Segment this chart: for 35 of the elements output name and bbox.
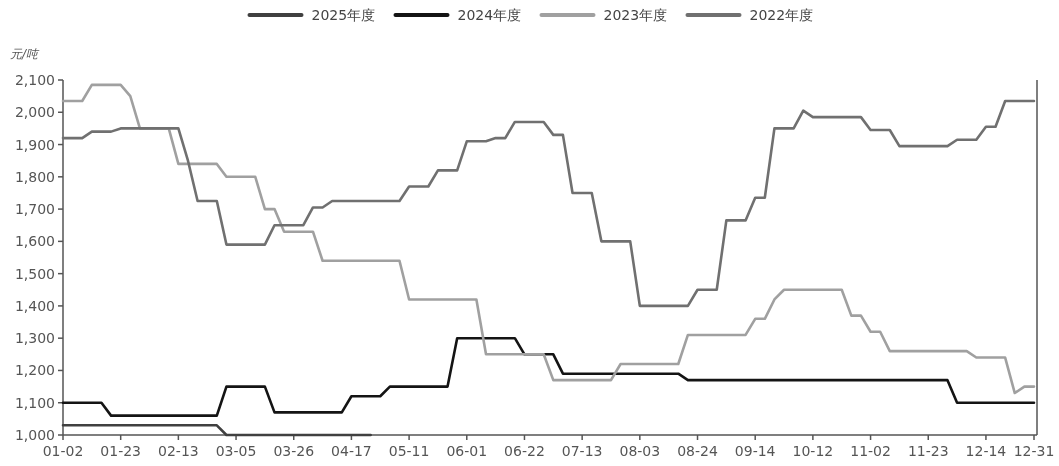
x-tick-label: 01-23 — [100, 443, 142, 459]
legend-label: 2025年度 — [311, 7, 376, 23]
x-tick-label: 03-05 — [215, 443, 257, 459]
y-tick-label: 1,200 — [14, 362, 55, 379]
x-tick-label: 12-31 — [1013, 443, 1055, 459]
x-tick-label: 09-14 — [734, 443, 776, 459]
y-tick-label: 1,500 — [14, 265, 55, 282]
y-axis-title: 元/吨 — [10, 47, 41, 61]
x-tick-label: 12-14 — [965, 443, 1007, 459]
x-tick-label: 11-23 — [907, 443, 949, 459]
x-tick-label: 11-02 — [850, 443, 891, 459]
x-tick-label: 10-12 — [792, 443, 834, 459]
y-tick-label: 2,100 — [14, 72, 55, 88]
x-tick-label: 02-13 — [158, 443, 199, 459]
y-tick-label: 1,700 — [14, 201, 55, 218]
x-tick-label: 04-17 — [331, 443, 372, 459]
x-tick-label: 05-11 — [388, 443, 430, 459]
legend-label: 2023年度 — [603, 7, 668, 23]
y-tick-label: 1,300 — [14, 330, 55, 347]
y-tick-label: 1,000 — [14, 427, 55, 443]
x-tick-label: 03-26 — [273, 443, 315, 459]
y-tick-label: 1,900 — [14, 136, 55, 153]
x-tick-label: 08-03 — [619, 443, 661, 459]
x-tick-label: 07-13 — [561, 443, 603, 459]
legend-label: 2022年度 — [749, 7, 814, 23]
x-tick-label: 06-01 — [446, 443, 488, 459]
x-tick-label: 08-24 — [677, 443, 718, 459]
y-tick-label: 1,800 — [14, 168, 55, 185]
y-tick-label: 1,600 — [14, 233, 55, 250]
y-tick-label: 1,400 — [14, 297, 55, 314]
x-tick-label: 01-02 — [42, 443, 84, 459]
x-tick-label: 06-22 — [504, 443, 545, 459]
y-tick-label: 2,000 — [14, 104, 55, 121]
y-tick-label: 1,100 — [14, 394, 55, 411]
legend-label: 2024年度 — [457, 7, 522, 23]
